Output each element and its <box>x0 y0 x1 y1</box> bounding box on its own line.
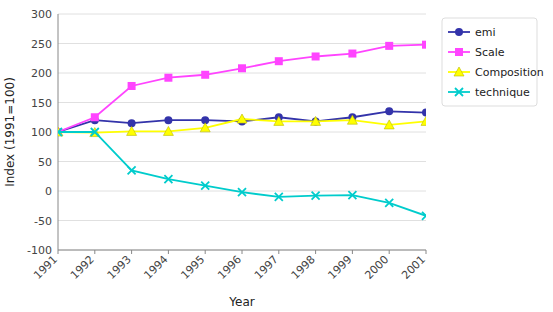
series-marker <box>163 126 173 135</box>
x-tick <box>131 250 132 254</box>
series-marker <box>91 113 99 121</box>
series-marker <box>421 116 426 125</box>
x-tick-label: 1991 <box>31 253 60 282</box>
x-tick <box>389 250 390 254</box>
chart: -100-50050100150200250300199119921993199… <box>0 0 553 312</box>
grid-line <box>58 14 426 15</box>
legend-marker <box>455 48 463 56</box>
series-marker <box>238 188 246 196</box>
x-tick-label: 1992 <box>68 253 97 282</box>
x-tick <box>94 250 95 254</box>
series-marker <box>385 199 393 207</box>
x-tick <box>242 250 243 254</box>
x-tick <box>278 250 279 254</box>
x-tick-label: 1994 <box>142 253 171 282</box>
x-tick-label: 1998 <box>289 253 318 282</box>
series-marker <box>91 128 99 136</box>
legend-marker <box>455 28 463 36</box>
grid-line <box>58 73 426 74</box>
plot-data <box>58 41 426 220</box>
series-marker <box>201 182 209 190</box>
series-marker <box>312 117 320 125</box>
series-marker <box>385 107 393 115</box>
x-axis-label: Year <box>228 295 254 309</box>
series-marker <box>275 57 283 65</box>
x-tick-label: 1997 <box>252 253 281 282</box>
y-axis-label: Index (1991=100) <box>3 77 17 187</box>
series-marker <box>200 123 210 132</box>
x-tick-label: 1993 <box>105 253 134 282</box>
x-tick-label: 1995 <box>178 253 207 282</box>
series-marker <box>128 82 136 90</box>
y-tick-label: 0 <box>45 185 52 198</box>
y-tick-label: 200 <box>31 67 52 80</box>
series-marker <box>312 192 320 200</box>
series-marker <box>348 50 356 58</box>
series-marker <box>384 120 394 129</box>
series-marker <box>128 166 136 174</box>
x-tick-label: 2000 <box>362 253 391 282</box>
series-marker <box>275 193 283 201</box>
legend-label: Scale <box>475 46 505 59</box>
grid-line <box>58 220 426 221</box>
y-axis: -100-50050100150200250300 <box>27 8 426 257</box>
series-marker <box>201 71 209 79</box>
legend-box <box>442 18 537 106</box>
x-tick <box>426 250 427 254</box>
series-marker <box>347 115 357 124</box>
x-tick-label: 1999 <box>326 253 355 282</box>
legend-label: emi <box>475 26 496 39</box>
series-line <box>58 132 426 216</box>
series-marker <box>348 191 356 199</box>
y-tick-label: 300 <box>31 8 52 21</box>
series-marker <box>274 116 284 125</box>
y-tick-label: -50 <box>34 215 52 228</box>
series-marker <box>164 175 172 183</box>
y-tick-label: 100 <box>31 126 52 139</box>
legend-marker <box>454 67 464 76</box>
grid-line <box>58 43 426 44</box>
series-marker <box>164 74 172 82</box>
x-tick-label: 2001 <box>399 253 428 282</box>
x-tick <box>315 250 316 254</box>
x-tick <box>205 250 206 254</box>
series-marker <box>127 126 137 135</box>
series-marker <box>385 42 393 50</box>
series-marker <box>238 64 246 72</box>
x-tick <box>58 250 59 254</box>
grid-line <box>58 161 426 162</box>
y-tick-label: 150 <box>31 97 52 110</box>
series-marker <box>422 109 426 117</box>
series-marker <box>58 128 62 136</box>
series-marker <box>164 116 172 124</box>
series-marker <box>422 212 426 220</box>
series-marker <box>311 116 321 125</box>
x-tick <box>168 250 169 254</box>
y-tick-label: 50 <box>38 156 52 169</box>
y-tick-label: 250 <box>31 38 52 51</box>
series-marker <box>422 41 426 49</box>
x-axis: 1991 1992 1993 19941995 1996 1997 1998 19992000… <box>31 250 428 282</box>
series-marker <box>312 52 320 60</box>
x-tick <box>352 250 353 254</box>
x-tick-label: 1996 <box>215 253 244 282</box>
legend-marker <box>455 88 463 96</box>
legend: emi Scale Composition technique <box>442 18 544 106</box>
series-line <box>58 45 426 132</box>
legend-label: technique <box>475 86 530 99</box>
series-marker <box>237 114 247 123</box>
legend-label: Composition <box>475 66 544 79</box>
series-line <box>58 111 426 132</box>
